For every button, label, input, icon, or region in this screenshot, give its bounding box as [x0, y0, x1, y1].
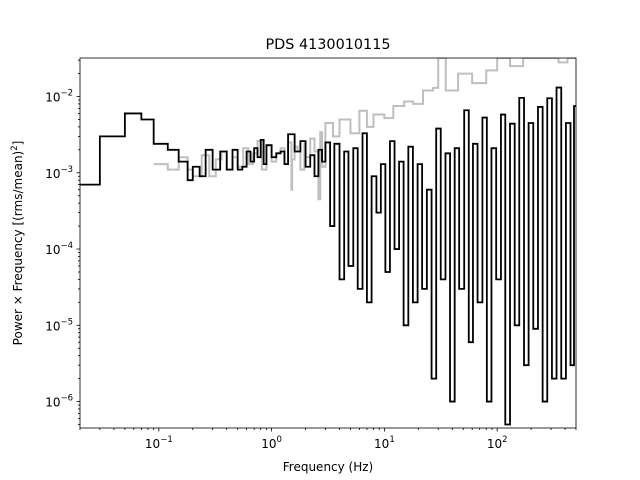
y-axis-ticks: 10−6 10−5 10−4 10−3 10−2 — [45, 59, 80, 425]
x-axis-label: Frequency (Hz) — [283, 460, 374, 474]
x-tick-label: 100 — [261, 435, 282, 451]
y-tick-label: 10−3 — [45, 165, 73, 181]
x-tick-label: 102 — [487, 435, 508, 451]
x-tick-label: 101 — [374, 435, 395, 451]
y-axis-label: Power × Frequency [(rms/mean)2] — [10, 141, 25, 346]
chart-title: PDS 4130010115 — [265, 37, 390, 53]
series-layer — [80, 58, 576, 426]
y-axis-label-main: Power × Frequency [(rms/mean) — [11, 151, 25, 346]
y-tick-label: 10−4 — [45, 241, 73, 257]
x-tick-label: 10−1 — [145, 435, 173, 451]
y-tick-label: 10−5 — [45, 317, 73, 333]
y-tick-label: 10−6 — [45, 394, 73, 410]
x-axis-ticks: 10−1 100 101 102 — [79, 428, 577, 451]
plot-area — [80, 58, 576, 426]
axes-frame — [79, 57, 577, 429]
y-tick-label: 10−2 — [45, 89, 73, 105]
y-axis-label-tail: ] — [11, 141, 25, 146]
rebinned-pds-series — [80, 86, 576, 426]
y-axis-label-sup: 2 — [10, 145, 20, 150]
